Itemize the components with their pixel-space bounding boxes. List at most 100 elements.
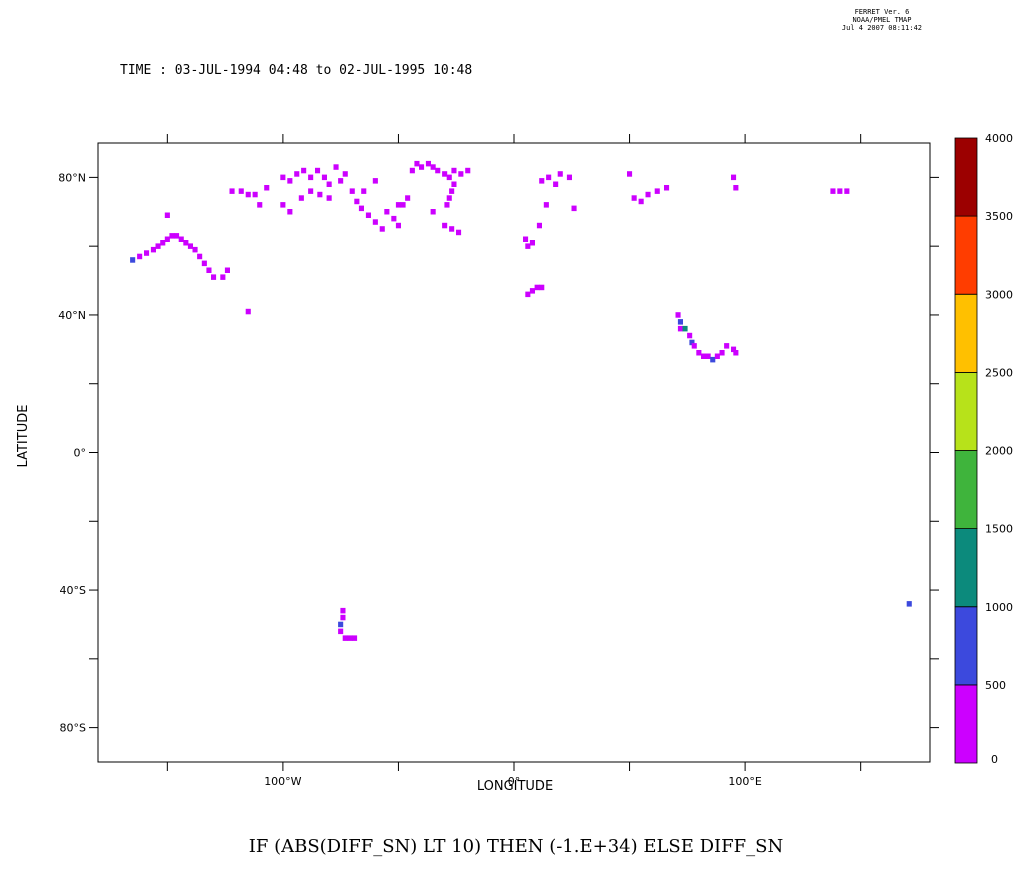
heatmap-cell (830, 188, 836, 194)
heatmap-cell (372, 178, 378, 184)
heatmap-cell (523, 236, 529, 242)
colorbar-label: 1000 (985, 601, 1013, 614)
colorbar-swatch (954, 215, 978, 295)
heatmap-cell (164, 212, 170, 218)
heatmap-cell (340, 607, 346, 614)
heatmap-cell (354, 198, 360, 205)
plot-title: IF (ABS(DIFF_SN) LT 10) THEN (-1.E+34) E… (248, 836, 784, 857)
heatmap-cell (365, 212, 371, 218)
x-tick-label: 100°E (728, 775, 761, 788)
plot-border (97, 142, 931, 763)
colorbar-label: 2500 (985, 366, 1013, 379)
heatmap-cell (449, 226, 455, 232)
heatmap-cell (458, 171, 464, 177)
y-tick-label: 40°N (58, 309, 86, 322)
heatmap-cell (435, 167, 441, 174)
heatmap-cell (837, 188, 843, 194)
heatmap-cell (245, 191, 251, 198)
heatmap-cell (536, 222, 542, 229)
heatmap-cell (539, 284, 545, 291)
stamp-line-2: NOAA/PMEL TMAP (852, 16, 912, 24)
heatmap-cell (733, 350, 739, 356)
y-tick-label: 0° (74, 447, 87, 460)
heatmap-cell (317, 191, 323, 198)
y-tick-label: 80°N (58, 171, 86, 184)
heatmap-cell (301, 167, 307, 174)
heatmap-cell (187, 243, 193, 249)
colorbar-swatch (954, 371, 978, 451)
heatmap-cell (546, 174, 552, 181)
x-tick-label: 100°W (264, 775, 301, 788)
heatmap-cell (430, 164, 436, 170)
heatmap-cell (326, 181, 332, 187)
heatmap-cell (733, 185, 739, 191)
colorbar-swatch (954, 606, 978, 686)
heatmap-cell (326, 195, 332, 201)
heatmap-cell (340, 614, 346, 621)
heatmap-cell (409, 167, 415, 174)
heatmap-cell (349, 188, 355, 194)
x-axis-label: LONGITUDE (477, 779, 553, 794)
heatmap-cell (315, 167, 321, 174)
heatmap-cell (358, 205, 364, 212)
heatmap-cell (557, 171, 563, 177)
heatmap-cell (529, 288, 535, 294)
heatmap-cell (201, 260, 207, 267)
heatmap-cell (338, 178, 344, 184)
heatmap-cell (160, 240, 166, 246)
heatmap-cell (844, 188, 850, 194)
heatmap-cell (174, 233, 180, 239)
heatmap-cell (405, 195, 411, 201)
heatmap-cell (338, 621, 344, 628)
heatmap-cell (425, 160, 431, 167)
heatmap-cell (211, 274, 217, 280)
heatmap-cell (675, 312, 681, 318)
heatmap-cell (298, 195, 304, 201)
y-tick-label: 80°S (60, 722, 86, 735)
heatmap-cell (414, 160, 420, 167)
colorbar-label: 2000 (985, 445, 1013, 458)
x-tick-label: 0° (508, 775, 521, 788)
colorbar-label: 3000 (985, 288, 1013, 301)
heatmap-cell (155, 243, 161, 249)
heatmap-cell (442, 222, 448, 229)
heatmap-cell (206, 267, 212, 273)
heatmap-cell (150, 246, 156, 253)
heatmap-cell (677, 325, 683, 332)
stamp-line-1: FERRET Ver. 6 (854, 8, 910, 16)
heatmap-cell (333, 164, 339, 170)
heatmap-cell (525, 243, 531, 249)
heatmap-cell (446, 174, 452, 181)
colorbar-swatch (954, 528, 978, 608)
heatmap-cell (308, 174, 314, 181)
colorbar-swatch (954, 293, 978, 373)
heatmap-cell (144, 250, 150, 256)
heatmap-cell (687, 332, 693, 339)
heatmap-cell (714, 353, 720, 359)
colorbar: 0 500 1000 1500 2000 2500 3000 3500 4000 (954, 132, 1013, 766)
heatmap-cell (395, 202, 401, 208)
colorbar-label: 4000 (985, 132, 1013, 145)
heatmap-cell (347, 635, 353, 641)
heatmap-cell (677, 319, 683, 325)
heatmap-cell (456, 229, 462, 236)
heatmap-cell (130, 257, 136, 263)
heatmap-cell (529, 240, 535, 246)
heatmap-cell (731, 174, 737, 181)
heatmap-cell (689, 339, 695, 346)
heatmap-cell (164, 236, 170, 242)
ferret-version-stamp: FERRET Ver. 6 NOAA/PMEL TMAP Jul 4 2007 … (842, 8, 922, 32)
heatmap-cell (245, 308, 251, 315)
heatmap-cell (566, 174, 572, 181)
heatmap-cell (553, 181, 559, 187)
heatmap-cell (696, 350, 702, 356)
heatmap-cell (705, 353, 711, 359)
heatmap-cell (682, 325, 688, 332)
heatmap-cell (638, 198, 644, 205)
heatmap-cell (654, 188, 660, 194)
heatmap-cell (444, 202, 450, 208)
heatmap-cell (451, 167, 457, 174)
heatmap-cell (451, 181, 457, 187)
heatmap-cell (419, 164, 425, 170)
